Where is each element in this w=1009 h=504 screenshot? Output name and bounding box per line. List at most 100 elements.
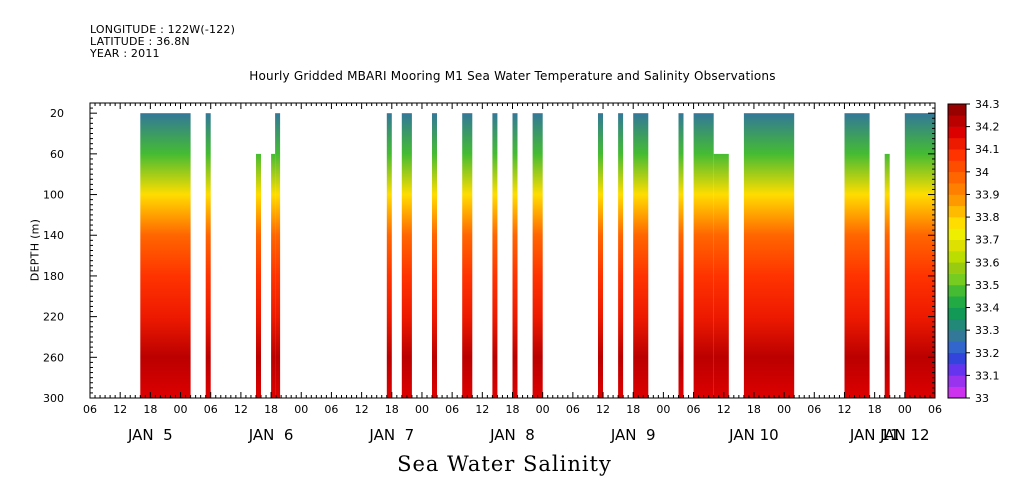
colorbar-swatch <box>948 194 966 207</box>
observation-column <box>633 113 649 398</box>
colorbar-tick-label: 34.2 <box>975 121 1000 134</box>
x-hour-tick-label: 18 <box>506 403 520 416</box>
observation-column <box>598 113 603 398</box>
colorbar: 33 33.1 33.2 33.3 33.4 33.5 33.6 33.7 33.8 33.9 34… <box>947 98 1000 405</box>
colorbar-swatch <box>948 307 966 320</box>
x-day-label: JAN 7 <box>368 426 414 444</box>
x-hour-tick-label: 06 <box>445 403 459 416</box>
colorbar-swatch <box>948 262 966 274</box>
colorbar-swatch <box>948 171 966 184</box>
colorbar-tick-label: 33.1 <box>975 369 1000 382</box>
colorbar-swatch <box>948 217 966 229</box>
y-tick-label: 300 <box>43 392 64 405</box>
observation-column <box>271 153 276 398</box>
x-hour-tick-label: 12 <box>596 403 610 416</box>
y-tick-label: 220 <box>43 311 64 324</box>
x-hour-tick-label: 18 <box>385 403 399 416</box>
observation-column <box>256 153 261 398</box>
x-hour-tick-label: 00 <box>536 403 550 416</box>
colorbar-tick-label: 33.2 <box>975 347 1000 360</box>
longitude-label: LONGITUDE : 122W(-122) <box>90 23 236 36</box>
colorbar-tick-label: 33.7 <box>975 234 1000 247</box>
observation-column <box>713 153 729 398</box>
x-hour-tick-label: 18 <box>264 403 278 416</box>
colorbar-tick-label: 34 <box>975 166 989 179</box>
y-tick-label: 60 <box>50 148 64 161</box>
x-hour-tick-label: 00 <box>294 403 308 416</box>
observation-column <box>618 113 624 398</box>
x-hour-tick-label: 12 <box>717 403 731 416</box>
colorbar-swatch <box>948 375 966 387</box>
latitude-label: LATITUDE : 36.8N <box>90 35 190 48</box>
colorbar-swatch <box>948 386 966 399</box>
colorbar-tick-label: 34.1 <box>975 143 1000 156</box>
x-hour-tick-label: 00 <box>656 403 670 416</box>
x-hour-tick-label: 00 <box>415 403 429 416</box>
year-label: YEAR : 2011 <box>90 47 160 60</box>
colorbar-tick-label: 34.3 <box>975 98 1000 111</box>
observation-column <box>386 113 392 398</box>
colorbar-tick-label: 33.3 <box>975 324 1000 337</box>
colorbar-swatch <box>948 296 966 308</box>
x-hour-tick-label: 18 <box>747 403 761 416</box>
x-hour-tick-label: 06 <box>566 403 580 416</box>
observation-column <box>275 113 281 398</box>
x-day-label: JAN 12 <box>879 426 930 444</box>
colorbar-swatch <box>948 251 966 263</box>
x-day-label: JAN 8 <box>489 426 535 444</box>
colorbar-tick-label: 33.8 <box>975 211 1000 224</box>
observation-column <box>462 113 473 398</box>
x-hour-tick-label: 12 <box>837 403 851 416</box>
colorbar-swatch <box>948 115 966 127</box>
observation-column <box>693 113 714 398</box>
observation-column <box>512 113 518 398</box>
variable-title: Sea Water Salinity <box>397 452 612 476</box>
x-day-label: JAN 5 <box>127 426 173 444</box>
x-day-label: JAN 10 <box>728 426 779 444</box>
observation-column <box>532 113 543 398</box>
observation-column <box>492 113 498 398</box>
observation-column <box>884 153 890 398</box>
colorbar-swatch <box>948 330 966 342</box>
y-tick-label: 140 <box>43 229 64 242</box>
x-hour-tick-label: 18 <box>868 403 882 416</box>
colorbar-swatch <box>948 273 966 286</box>
colorbar-swatch <box>948 318 966 331</box>
x-hour-tick-label: 18 <box>626 403 640 416</box>
colorbar-swatch <box>948 228 966 240</box>
data-columns <box>140 113 935 398</box>
colorbar-tick-label: 33.6 <box>975 256 1000 269</box>
x-hour-tick-label: 12 <box>234 403 248 416</box>
chart-title: Hourly Gridded MBARI Mooring M1 Sea Wate… <box>249 69 776 83</box>
colorbar-swatch <box>948 149 966 161</box>
colorbar-swatch <box>948 364 966 376</box>
x-hour-tick-label: 12 <box>475 403 489 416</box>
x-hour-tick-label: 06 <box>83 403 97 416</box>
y-tick-label: 180 <box>43 270 64 283</box>
observation-column <box>401 113 412 398</box>
x-hour-tick-label: 06 <box>807 403 821 416</box>
observation-column <box>432 113 437 398</box>
x-hour-tick-label: 00 <box>777 403 791 416</box>
x-day-label: JAN 9 <box>610 426 656 444</box>
y-tick-label: 260 <box>43 351 64 364</box>
colorbar-swatch <box>948 126 966 139</box>
axes: 06 12 18 00 06 12 18 00 06 12 18 00 06 12 18 00 06 12 18 00… <box>43 102 942 444</box>
x-day-label: JAN 6 <box>248 426 294 444</box>
x-hour-tick-label: 00 <box>174 403 188 416</box>
colorbar-swatch <box>948 205 966 218</box>
colorbar-swatch <box>948 341 966 354</box>
x-hour-tick-label: 06 <box>204 403 218 416</box>
x-hour-tick-label: 06 <box>324 403 338 416</box>
colorbar-swatch <box>948 160 966 173</box>
x-day-label: JAN 11 <box>849 426 900 444</box>
colorbar-tick-label: 33.9 <box>975 188 1000 201</box>
y-tick-label: 20 <box>50 107 64 120</box>
x-hour-tick-label: 12 <box>113 403 127 416</box>
colorbar-swatch <box>948 284 966 297</box>
x-hour-tick-label: 12 <box>355 403 369 416</box>
colorbar-tick-label: 33 <box>975 392 989 405</box>
colorbar-swatch <box>948 183 966 195</box>
colorbar-tick-label: 33.5 <box>975 279 1000 292</box>
colorbar-swatch <box>948 239 966 252</box>
